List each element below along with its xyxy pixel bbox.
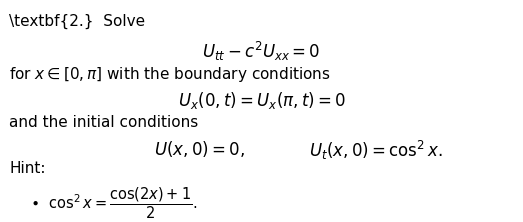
Text: $\bullet$  $\cos^2 x = \dfrac{\cos(2x)+1}{2}$.: $\bullet$ $\cos^2 x = \dfrac{\cos(2x)+1}… [30,185,197,221]
Text: $U_{tt} - c^2 U_{xx} = 0$: $U_{tt} - c^2 U_{xx} = 0$ [202,40,321,63]
Text: Hint:: Hint: [9,161,46,176]
Text: $U_x(0, t) = U_x(\pi, t) = 0$: $U_x(0, t) = U_x(\pi, t) = 0$ [177,90,346,111]
Text: \textbf{2.}  Solve: \textbf{2.} Solve [9,14,145,29]
Text: $U_t(x, 0) = \cos^2 x.$: $U_t(x, 0) = \cos^2 x.$ [309,139,443,163]
Text: for $x \in [0, \pi]$ with the boundary conditions: for $x \in [0, \pi]$ with the boundary c… [9,65,331,84]
Text: $U(x, 0) = 0,$: $U(x, 0) = 0,$ [154,139,244,159]
Text: and the initial conditions: and the initial conditions [9,115,198,130]
